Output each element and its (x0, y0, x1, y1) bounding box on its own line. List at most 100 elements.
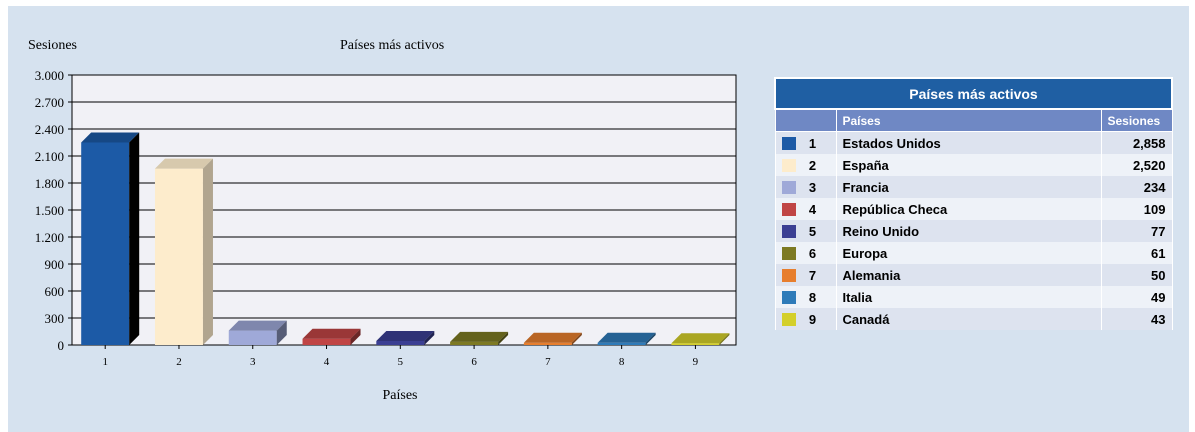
table-row: 2 España 2,520 (774, 154, 1173, 176)
rank-cell: 6 (774, 242, 837, 264)
y-tick-label: 1.500 (35, 203, 64, 218)
country-cell: Europa (835, 242, 1102, 264)
y-tick-label: 600 (45, 284, 65, 299)
x-tick-label: 3 (250, 356, 256, 368)
sessions-cell: 49 (1100, 286, 1173, 308)
bar-1 (81, 132, 140, 345)
bar-6 (450, 331, 509, 345)
x-tick-label: 7 (545, 356, 551, 368)
rank-number: 9 (808, 312, 817, 328)
rank-number: 1 (808, 136, 817, 152)
bar-top (450, 331, 509, 342)
color-swatch (781, 269, 796, 283)
rank-cell: 5 (774, 220, 837, 242)
bar-side (571, 332, 582, 345)
country-cell: República Checa (835, 198, 1102, 220)
sessions-cell: 109 (1100, 198, 1173, 220)
rank-number: 5 (808, 224, 817, 240)
bar-top (154, 158, 213, 169)
rank-cell: 2 (774, 154, 837, 176)
bar-front (671, 343, 720, 345)
sessions-cell: 2,858 (1100, 131, 1173, 154)
table-row: 1 Estados Unidos 2,858 (774, 131, 1173, 154)
country-cell: España (835, 154, 1102, 176)
bar-front (302, 338, 351, 345)
color-swatch (781, 181, 796, 195)
x-tick-label: 8 (619, 356, 625, 368)
rank-cell: 4 (774, 198, 837, 220)
rank-cell: 7 (774, 264, 837, 286)
x-tick-label: 1 (102, 356, 108, 368)
color-swatch (781, 313, 796, 327)
table-row: 6 Europa 61 (774, 242, 1173, 264)
bar-top (81, 132, 140, 143)
rank-cell: 9 (774, 308, 837, 330)
country-cell: Alemania (835, 264, 1102, 286)
y-tick-label: 2.700 (35, 95, 64, 110)
bar-top (523, 332, 582, 343)
y-tick-label: 2.100 (35, 149, 64, 164)
bar-7 (523, 332, 582, 345)
x-axis-title: Países (383, 388, 418, 403)
bar-5 (376, 330, 435, 345)
x-tick-label: 5 (398, 356, 404, 368)
bar-top (228, 320, 287, 331)
country-cell: Canadá (835, 308, 1102, 330)
color-swatch (781, 159, 796, 173)
header-country: Países (835, 108, 1102, 132)
rank-number: 7 (808, 268, 817, 284)
rank-number: 6 (808, 246, 817, 262)
bar-top (302, 328, 361, 339)
bar-top (597, 332, 656, 343)
table-row: 5 Reino Unido 77 (774, 220, 1173, 242)
ranking-table: Países más activos Países Sesiones 1 Esta… (774, 77, 1173, 330)
bar-side (276, 320, 287, 345)
sessions-cell: 50 (1100, 264, 1173, 286)
y-tick-label: 900 (45, 257, 65, 272)
color-swatch (781, 225, 796, 239)
bar-side (498, 331, 509, 345)
sessions-cell: 43 (1100, 308, 1173, 330)
country-cell: Reino Unido (835, 220, 1102, 242)
x-tick-label: 9 (693, 356, 699, 368)
y-tick-label: 2.400 (35, 122, 64, 137)
header-sessions: Sesiones (1100, 108, 1173, 132)
country-cell: Italia (835, 286, 1102, 308)
y-tick-label: 300 (45, 311, 65, 326)
sessions-cell: 77 (1100, 220, 1173, 242)
bar-front (376, 340, 425, 345)
table-header-row: Países Sesiones (774, 108, 1173, 132)
bar-side (202, 158, 213, 345)
y-tick-label: 0 (58, 338, 65, 353)
bar-8 (597, 332, 656, 345)
rank-cell: 8 (774, 286, 837, 308)
y-tick-label: 1.200 (35, 230, 64, 245)
table-row: 9 Canadá 43 (774, 308, 1173, 330)
color-swatch (781, 203, 796, 217)
y-tick-label: 3.000 (35, 68, 64, 83)
bar-front (154, 168, 203, 345)
bar-side (719, 333, 730, 345)
bar-3 (228, 320, 287, 345)
header-rank-cell (774, 108, 837, 132)
table-row: 3 Francia 234 (774, 176, 1173, 198)
rank-cell: 1 (774, 131, 837, 154)
color-swatch (781, 247, 796, 261)
country-cell: Francia (835, 176, 1102, 198)
x-tick-label: 2 (176, 356, 182, 368)
bar-side (645, 332, 656, 345)
bar-top (376, 330, 435, 341)
color-swatch (781, 137, 796, 151)
country-cell: Estados Unidos (835, 131, 1102, 154)
bar-front (523, 342, 572, 345)
table-row: 7 Alemania 50 (774, 264, 1173, 286)
rank-number: 3 (808, 180, 817, 196)
sessions-cell: 234 (1100, 176, 1173, 198)
bar-front (81, 142, 130, 345)
rank-number: 8 (808, 290, 817, 306)
bar-side (129, 132, 140, 345)
y-axis-title: Sesiones (28, 38, 77, 53)
chart-title: Países más activos (340, 38, 444, 53)
table-row: 8 Italia 49 (774, 286, 1173, 308)
bar-front (450, 341, 499, 345)
